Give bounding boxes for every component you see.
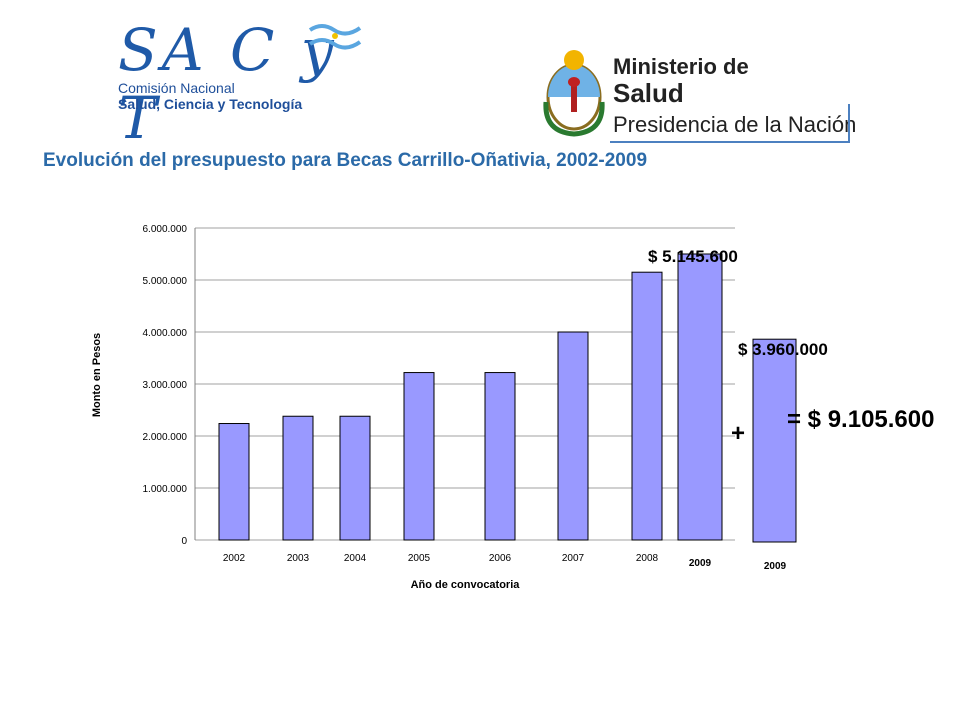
ministerio-rule-vertical <box>848 104 850 142</box>
sacyt-subtitle-2: Salud, Ciencia y Tecnología <box>118 96 303 112</box>
y-tick-label: 3.000.000 <box>143 380 188 391</box>
ministerio-line-2: Salud <box>613 78 684 108</box>
x-tick-label: 2007 <box>562 553 585 564</box>
bar-2007 <box>557 331 589 541</box>
y-tick-label: 2.000.000 <box>143 432 188 443</box>
x-axis-ticks: 2002 2003 2004 2005 2006 2007 2008 2009 2009 <box>223 553 787 572</box>
y-tick-label: 4.000.000 <box>143 328 188 339</box>
bar-2004 <box>339 415 371 541</box>
y-tick-label: 1.000.000 <box>143 484 188 495</box>
bar-2008 <box>631 271 663 541</box>
ministerio-logo: Ministerio de Salud Presidencia de la Na… <box>538 42 858 147</box>
x-tick-label: 2005 <box>408 553 431 564</box>
ministerio-line-1: Ministerio de <box>613 54 749 79</box>
x-tick-label: 2003 <box>287 553 310 564</box>
bar-2009-extra <box>752 338 797 543</box>
x-tick-label: 2004 <box>344 553 367 564</box>
annotation-2009-base: $ 5.145.600 <box>648 247 738 266</box>
sacyt-logo: SA C y T Comisión Nacional Salud, Cienci… <box>100 10 370 152</box>
sacyt-subtitle-1: Comisión Nacional <box>118 80 235 96</box>
x-tick-label: 2002 <box>223 553 246 564</box>
sacyt-wordmark: SA C y T <box>118 16 338 152</box>
page-title: Evolución del presupuesto para Becas Car… <box>43 150 648 171</box>
flag-icon <box>308 24 362 50</box>
y-axis-label: Monto en Pesos <box>91 333 103 417</box>
bar-2009 <box>677 253 723 541</box>
bar-2003 <box>282 415 314 541</box>
y-tick-label: 0 <box>181 536 187 547</box>
bar-2005 <box>403 372 435 541</box>
y-axis-ticks: 0 1.000.000 2.000.000 3.000.000 4.000.000 5.0… <box>143 224 188 547</box>
bar-2002 <box>218 423 250 541</box>
chart-bars <box>218 253 797 543</box>
x-tick-label: 2009 <box>689 558 712 569</box>
x-tick-label: 2006 <box>489 553 512 564</box>
annotation-plus: + <box>731 420 746 447</box>
national-seal-icon <box>543 50 605 137</box>
y-tick-label: 5.000.000 <box>143 276 188 287</box>
x-tick-label: 2008 <box>636 553 659 564</box>
ministerio-rule <box>610 141 850 143</box>
annotation-2009-extra: $ 3.960.000 <box>738 340 828 359</box>
x-axis-label: Año de convocatoria <box>411 579 521 591</box>
y-tick-label: 6.000.000 <box>143 224 188 235</box>
x-tick-label-extra: 2009 <box>764 561 787 572</box>
bar-2006 <box>484 372 516 541</box>
ministerio-line-3: Presidencia de la Nación <box>613 112 857 137</box>
annotation-total: = $ 9.105.600 <box>787 406 935 433</box>
